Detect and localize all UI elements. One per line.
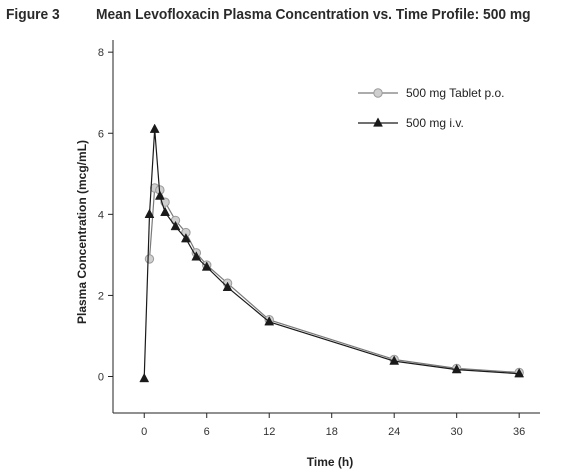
y-tick-label-8: 8 xyxy=(98,47,104,59)
legend-label-tablet-po: 500 mg Tablet p.o. xyxy=(406,86,505,100)
series-line-iv xyxy=(143,129,520,379)
x-tick-label-36: 36 xyxy=(513,426,525,438)
figure-label: Figure 3 xyxy=(6,6,60,23)
series-tablet-po xyxy=(144,183,524,378)
y-tick-label-4: 4 xyxy=(98,209,104,221)
data-point-iv-7 xyxy=(191,251,202,261)
legend: 500 mg Tablet p.o. 500 mg i.v. xyxy=(358,86,505,130)
data-point-iv-12 xyxy=(451,363,462,374)
data-point-iv-2 xyxy=(149,123,160,133)
x-tick-label-12: 12 xyxy=(263,426,275,438)
series-iv xyxy=(139,123,525,383)
data-point-iv-6 xyxy=(180,233,191,243)
data-point-iv-10 xyxy=(264,316,275,326)
data-point-iv-4 xyxy=(160,206,170,216)
x-tick-label-24: 24 xyxy=(388,426,400,438)
series-line-tablet-po xyxy=(148,187,520,374)
y-tick-label-2: 2 xyxy=(98,290,104,302)
y-tick-label-0: 0 xyxy=(98,372,104,384)
data-point-iv-5 xyxy=(170,220,181,231)
data-point-iv-13 xyxy=(514,368,525,378)
data-point-iv-1 xyxy=(144,208,155,218)
data-point-iv-9 xyxy=(222,281,233,291)
legend-label-iv: 500 mg i.v. xyxy=(406,116,464,130)
x-tick-label-30: 30 xyxy=(451,426,463,438)
data-point-tablet-po-0 xyxy=(144,254,155,264)
series-layer xyxy=(139,123,525,383)
y-axis-label: Plasma Concentration (mcg/mL) xyxy=(75,140,89,324)
data-point-iv-11 xyxy=(389,355,400,365)
figure-title: Mean Levofloxacin Plasma Concentration v… xyxy=(96,6,531,23)
data-point-iv-0 xyxy=(139,372,150,383)
x-tick-label-18: 18 xyxy=(326,426,338,438)
x-axis-label: Time (h) xyxy=(307,455,353,469)
data-point-iv-8 xyxy=(201,261,212,271)
x-tick-label-0: 0 xyxy=(141,426,147,438)
legend-marker-iv xyxy=(373,117,383,127)
x-tick-label-6: 6 xyxy=(204,426,210,438)
y-tick-label-6: 6 xyxy=(98,128,104,140)
legend-marker-tablet-po xyxy=(373,88,383,98)
data-point-iv-3 xyxy=(154,190,165,200)
